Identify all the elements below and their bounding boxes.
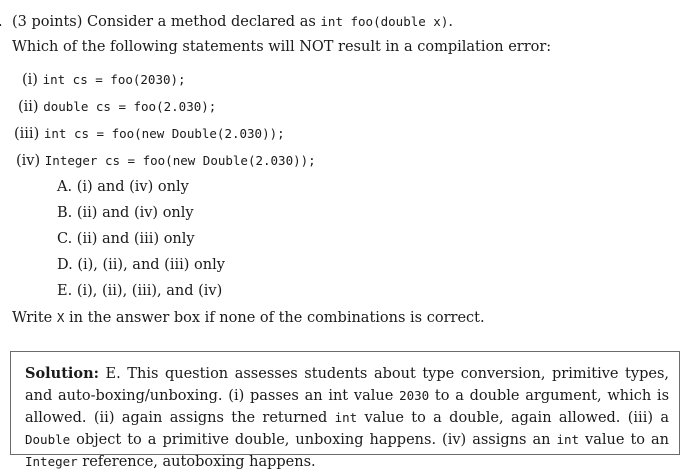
statement-3: (iii) int cs = foo(new Double(2.030)); bbox=[14, 124, 285, 144]
solution-part: to a double argument, which is allowed. … bbox=[25, 388, 670, 426]
solution-code: Double bbox=[25, 432, 71, 447]
instruction-text: Write bbox=[12, 310, 57, 326]
answer-instruction: Write X in the answer box if none of the… bbox=[12, 308, 485, 328]
option-letter: A. bbox=[57, 179, 73, 195]
statement-code: int cs = foo(2030); bbox=[42, 72, 186, 87]
solution-text: Solution: E. This question assesses stud… bbox=[25, 363, 669, 473]
option-text: (ii) and (iii) only bbox=[76, 231, 195, 247]
solution-part: E. This question assesses students about… bbox=[25, 366, 669, 404]
solution-code: 2030 bbox=[399, 388, 430, 403]
solution-code: int bbox=[334, 410, 358, 425]
instruction-code: X bbox=[56, 310, 65, 325]
solution-part: object to a primitive double, unboxing h… bbox=[70, 432, 557, 448]
option-b: B. (ii) and (iv) only bbox=[57, 203, 194, 223]
statement-label: (ii) bbox=[18, 99, 39, 115]
solution-code: int bbox=[556, 432, 580, 447]
solution-part: value to an bbox=[579, 432, 669, 448]
header-end: . bbox=[448, 14, 453, 30]
statement-code: double cs = foo(2.030); bbox=[43, 99, 217, 114]
statement-2: (ii) double cs = foo(2.030); bbox=[18, 97, 216, 117]
option-letter: E. bbox=[57, 283, 73, 299]
solution-part: value to a double, again allowed. (iii) … bbox=[357, 410, 670, 426]
option-c: C. (ii) and (iii) only bbox=[57, 229, 195, 249]
option-letter: D. bbox=[57, 257, 73, 273]
statement-code: Integer cs = foo(new Double(2.030)); bbox=[44, 153, 316, 168]
header-text: (3 points) Consider a method declared as bbox=[12, 14, 321, 30]
statement-label: (i) bbox=[22, 72, 38, 88]
option-e: E. (i), (ii), (iii), and (iv) bbox=[57, 281, 222, 301]
question-number-marker: . bbox=[0, 12, 3, 32]
option-d: D. (i), (ii), and (iii) only bbox=[57, 255, 225, 275]
question-prompt: Which of the following statements will N… bbox=[12, 39, 552, 55]
question-header: (3 points) Consider a method declared as… bbox=[12, 12, 453, 32]
instruction-text: in the answer box if none of the combina… bbox=[64, 310, 485, 326]
option-text: (ii) and (iv) only bbox=[76, 205, 194, 221]
option-text: (i), (ii), and (iii) only bbox=[77, 257, 225, 273]
solution-box: Solution: E. This question assesses stud… bbox=[10, 351, 680, 470]
solution-part: reference, autoboxing happens. bbox=[77, 454, 316, 470]
statement-label: (iv) bbox=[16, 153, 41, 169]
statement-code: int cs = foo(new Double(2.030)); bbox=[43, 126, 285, 141]
statement-1: (i) int cs = foo(2030); bbox=[22, 70, 186, 90]
option-letter: C. bbox=[57, 231, 73, 247]
statement-4: (iv) Integer cs = foo(new Double(2.030))… bbox=[16, 151, 316, 171]
option-text: (i), (ii), (iii), and (iv) bbox=[76, 283, 223, 299]
solution-code: Integer bbox=[25, 454, 78, 469]
solution-label: Solution: bbox=[25, 365, 99, 382]
statement-label: (iii) bbox=[14, 126, 40, 142]
method-signature: int foo(double x) bbox=[320, 14, 449, 29]
option-letter: B. bbox=[57, 205, 73, 221]
option-a: A. (i) and (iv) only bbox=[57, 177, 189, 197]
option-text: (i) and (iv) only bbox=[76, 179, 189, 195]
